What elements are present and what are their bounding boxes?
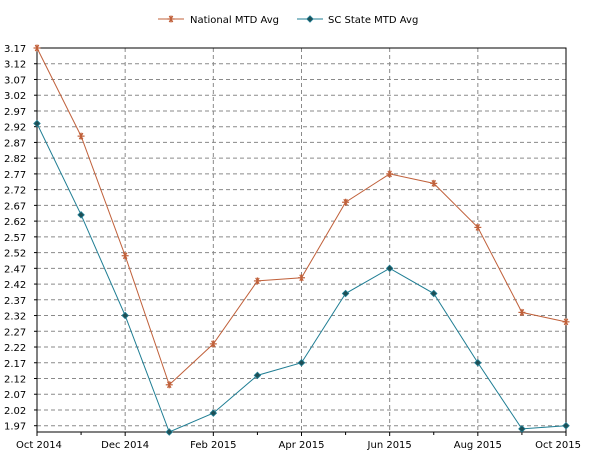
data-point [121,311,129,320]
data-point [306,15,314,23]
x-tick-label: Jun 2015 [367,440,412,451]
y-tick-label: 2.77 [4,170,26,181]
data-point [518,308,526,316]
data-point [253,371,262,380]
data-point [298,274,305,282]
data-point [33,44,41,52]
legend-label: SC State MTD Avg [328,15,418,26]
y-tick-label: 2.62 [4,217,26,228]
y-tick-label: 3.07 [4,75,26,86]
x-tick-label: Dec 2014 [101,440,149,451]
chart-grid [37,47,566,432]
data-point [121,252,129,260]
data-point [342,198,350,206]
legend-item: SC State MTD Avg [297,15,418,26]
data-point [430,179,438,187]
data-point [253,277,261,285]
y-tick-label: 2.47 [4,264,26,275]
data-point [562,421,570,430]
y-tick-label: 2.22 [4,343,26,354]
chart-legend: National MTD Avg SC State MTD Avg [158,15,418,26]
data-point [341,289,350,298]
y-tick-label: 1.97 [4,422,26,433]
y-tick-label: 3.17 [4,44,26,55]
data-point [474,223,482,231]
x-tick-label: Oct 2015 [535,440,581,451]
data-point [209,340,217,348]
data-point [165,428,174,436]
data-point [297,358,306,367]
data-point [167,15,175,23]
data-point [77,211,85,219]
y-tick-label: 2.87 [4,138,26,149]
data-point [209,409,218,417]
data-point [77,132,85,140]
y-tick-label: 2.92 [4,123,26,134]
data-point [429,289,438,298]
y-tick-label: 2.72 [4,186,26,197]
data-point [385,264,394,273]
y-tick-label: 2.82 [4,154,26,165]
x-tick-label: Feb 2015 [190,440,236,451]
data-point [474,358,482,367]
y-axis: 3.17 3.12 3.07 3.02 2.97 2.92 2.87 2.82 2.77 2.72… [4,44,37,433]
x-tick-label: Aug 2015 [454,440,502,451]
x-tick-label: Oct 2014 [16,440,62,451]
y-tick-label: 2.42 [4,280,26,291]
legend-item: National MTD Avg [158,15,279,26]
y-tick-label: 3.02 [4,91,26,102]
y-tick-label: 2.17 [4,359,26,370]
y-tick-label: 2.32 [4,312,26,323]
data-point [562,318,570,326]
y-tick-label: 2.67 [4,201,26,212]
x-tick-label: Apr 2015 [279,440,325,451]
x-axis: Oct 2014 Dec 2014 Feb 2015 Apr 2015 Jun 2015… [16,432,581,451]
y-tick-label: 2.37 [4,296,26,307]
y-tick-label: 2.97 [4,107,26,118]
y-tick-label: 3.12 [4,60,26,71]
series-layer [33,44,570,436]
data-point [518,425,526,433]
y-tick-label: 2.07 [4,390,26,401]
data-point [165,381,173,389]
data-point [386,170,394,178]
y-tick-label: 2.27 [4,327,26,338]
y-tick-label: 2.02 [4,406,26,417]
y-tick-label: 2.57 [4,233,26,244]
legend-label: National MTD Avg [190,15,279,26]
y-tick-label: 2.52 [4,249,26,260]
data-point [33,119,41,128]
y-tick-label: 2.12 [4,374,26,385]
